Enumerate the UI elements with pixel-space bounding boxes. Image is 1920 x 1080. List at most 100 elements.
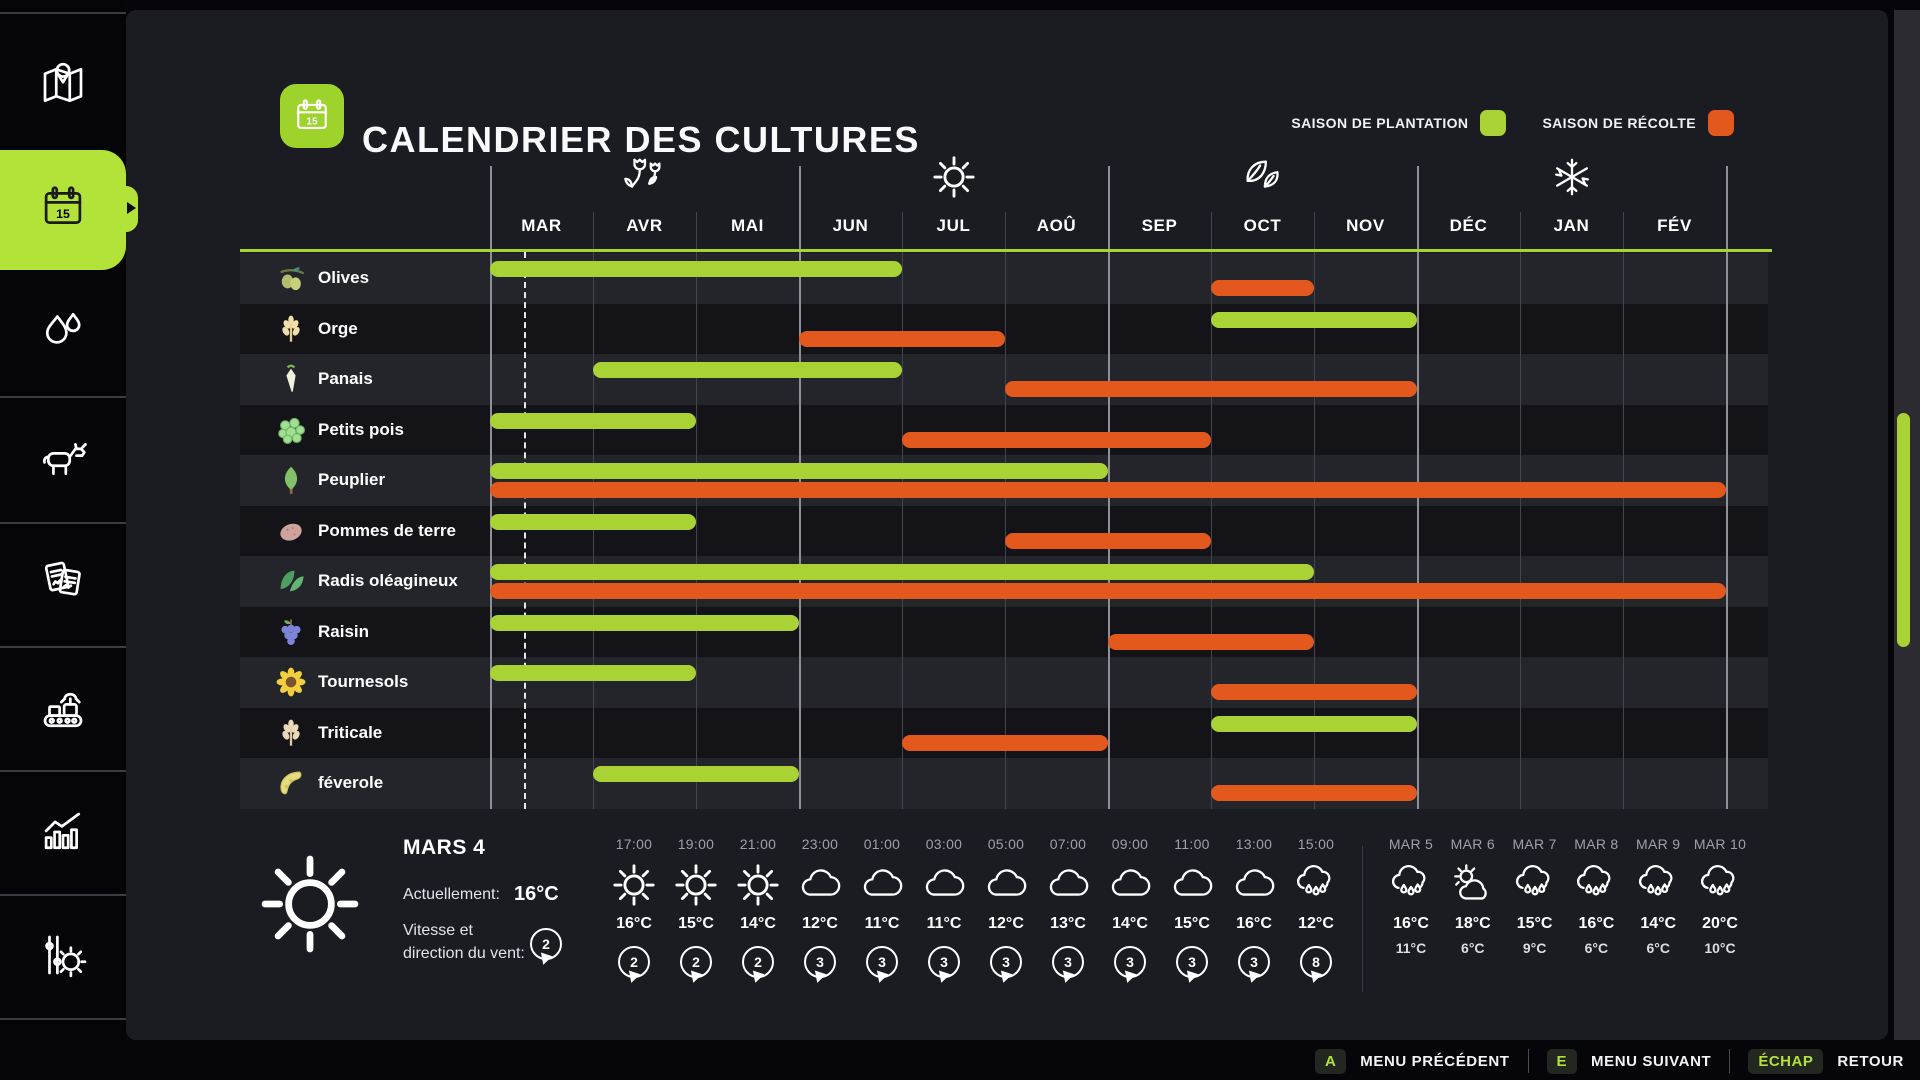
sidebar: 15 <box>0 0 138 1040</box>
month-label: JUL <box>936 216 971 235</box>
planting-bar <box>490 261 902 277</box>
key-badge[interactable]: E <box>1546 1048 1578 1074</box>
forecast-temp: 16°C <box>616 915 652 932</box>
hourly-forecast-column: 09:00 14°C 3 <box>1098 836 1162 978</box>
scrollbar-thumb[interactable] <box>1897 413 1910 647</box>
wind-label-line1: Vitesse et <box>403 922 473 939</box>
forecast-sun-icon <box>673 862 719 908</box>
key-badge[interactable]: ÉCHAP <box>1748 1048 1824 1074</box>
month-label: AOÛ <box>1036 216 1077 235</box>
crop-olives-icon <box>276 263 306 293</box>
forecast-wind-pin: 8 <box>1300 946 1332 978</box>
map-icon <box>36 58 90 112</box>
crop-row <box>240 657 1768 708</box>
forecast-rain-icon <box>1573 862 1619 908</box>
forecast-high-temp: 14°C <box>1640 915 1677 932</box>
forecast-partly_sunny-icon <box>1450 862 1496 908</box>
month-gridline <box>593 212 594 809</box>
forecast-temp: 14°C <box>1112 915 1148 932</box>
sidebar-item-map[interactable] <box>0 27 126 143</box>
svg-text:15: 15 <box>306 116 318 127</box>
hourly-forecast-column: 13:00 16°C 3 <box>1222 836 1286 978</box>
currently-label: Actuellement: <box>403 886 500 903</box>
forecast-time: 23:00 <box>801 836 839 852</box>
daily-forecast-column: MAR 5 16°C 11°C <box>1379 836 1443 956</box>
forecast-wind-pin: 2 <box>618 946 650 978</box>
forecast-high-temp: 16°C <box>1393 915 1429 932</box>
crop-row <box>240 354 1768 405</box>
forecast-low-temp: 10°C <box>1704 940 1736 956</box>
crop-parsnip-icon <box>276 364 306 394</box>
forecast-wind-pin: 3 <box>804 946 836 978</box>
footer-menu: A MENU PRÉCÉDENT E MENU SUIVANT ÉCHAP RETOUR <box>1314 1044 1904 1078</box>
forecast-time: 19:00 <box>677 836 715 852</box>
footer-menu-item[interactable]: RETOUR <box>1837 1052 1904 1070</box>
sidebar-item-calendar[interactable]: 15 <box>0 150 126 266</box>
forecast-time: 07:00 <box>1049 836 1087 852</box>
daily-forecast-column: MAR 9 14°C 6°C <box>1626 836 1690 956</box>
harvest-bar <box>1005 532 1211 549</box>
forecast-high-temp: 16°C <box>1578 915 1615 932</box>
harvest-bar <box>799 330 1005 347</box>
footer-menu-item[interactable]: MENU SUIVANT <box>1591 1052 1712 1070</box>
month-gridline <box>1314 212 1315 809</box>
planting-bar <box>593 362 902 378</box>
sidebar-item-weather[interactable] <box>0 272 126 388</box>
forecast-temp: 15°C <box>1174 915 1210 932</box>
forecast-wind-pin: 2 <box>742 946 774 978</box>
forecast-wind-pin: 3 <box>1238 946 1270 978</box>
sidebar-selected-highlight <box>0 150 126 270</box>
current-weather-icon <box>256 850 364 958</box>
hourly-forecast-column: 01:00 11°C 3 <box>850 836 914 978</box>
current-date-line <box>524 252 526 809</box>
crop-row <box>240 303 1768 354</box>
forecast-temp: 12°C <box>802 915 838 932</box>
crop-label: Panais <box>318 369 373 388</box>
sidebar-item-production[interactable] <box>0 652 126 768</box>
sidebar-divider <box>0 770 126 772</box>
forecast-rain-icon <box>1293 862 1339 908</box>
scrollbar-track[interactable] <box>1894 10 1920 1040</box>
month-label: MAI <box>731 216 764 235</box>
sidebar-item-animals[interactable] <box>0 401 126 517</box>
forecast-wind-pin: 3 <box>990 946 1022 978</box>
sidebar-item-statistics[interactable] <box>0 774 126 890</box>
month-gridline <box>1623 212 1624 809</box>
crop-poplar-icon <box>276 465 306 495</box>
month-label: FÉV <box>1657 216 1692 235</box>
forecast-low-temp: 6°C <box>1646 940 1670 956</box>
forecast-rain-icon <box>1512 862 1558 908</box>
month-label: AVR <box>626 216 663 235</box>
harvest-bar <box>490 583 1726 599</box>
forecast-divider <box>1362 846 1363 992</box>
forecast-cloud-icon <box>983 862 1029 908</box>
month-label: NOV <box>1346 216 1385 235</box>
month-gridline <box>1005 212 1006 809</box>
forecast-sun-icon <box>611 862 657 908</box>
month-label: SEP <box>1141 216 1178 235</box>
crop-row <box>240 758 1768 809</box>
forecast-cloud-icon <box>921 862 967 908</box>
forecast-date: MAR 10 <box>1693 836 1747 852</box>
planting-bar <box>593 766 799 782</box>
forecast-low-temp: 11°C <box>1395 940 1427 956</box>
forecast-date: MAR 5 <box>1388 836 1434 852</box>
key-badge[interactable]: A <box>1314 1048 1347 1074</box>
daily-forecast-column: MAR 10 20°C 10°C <box>1688 836 1752 956</box>
harvest-bar <box>902 431 1211 448</box>
season-sun-icon <box>931 154 977 200</box>
sidebar-divider <box>0 396 126 398</box>
crop-label: Orge <box>318 318 358 338</box>
forecast-temp: 13°C <box>1050 915 1086 932</box>
harvest-bar <box>1005 381 1417 397</box>
planting-bar <box>490 614 799 631</box>
wind-direction-pin: 2 <box>530 928 562 960</box>
sidebar-item-contracts[interactable] <box>0 523 126 639</box>
page-icon-tile: 15 <box>280 84 344 148</box>
month-label: OCT <box>1243 216 1282 235</box>
current-date: MARS 4 <box>403 836 486 859</box>
footer-menu-item[interactable]: MENU PRÉCÉDENT <box>1360 1052 1510 1070</box>
planting-bar <box>490 412 696 429</box>
sidebar-item-settings[interactable] <box>0 897 126 1013</box>
month-label: MAR <box>521 216 562 235</box>
